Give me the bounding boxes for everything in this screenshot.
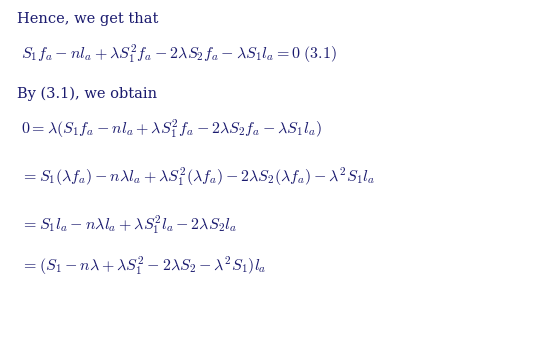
Text: $= S_1(\lambda f_a) - n\lambda l_a + \lambda S_1^2(\lambda f_a) - 2\lambda S_2(\: $= S_1(\lambda f_a) - n\lambda l_a + \la…: [21, 165, 375, 188]
Text: By (3.1), we obtain: By (3.1), we obtain: [17, 87, 157, 101]
Text: Hence, we get that: Hence, we get that: [17, 12, 158, 26]
Text: $S_1 f_a - nl_a + \lambda S_1^2 f_a - 2\lambda S_2 f_a - \lambda S_1 l_a = 0 \;(: $S_1 f_a - nl_a + \lambda S_1^2 f_a - 2\…: [21, 43, 337, 65]
Text: $= (S_1 - n\lambda + \lambda S_1^2 - 2\lambda S_2 - \lambda^2 S_1) l_a$: $= (S_1 - n\lambda + \lambda S_1^2 - 2\l…: [21, 254, 267, 277]
Text: $0 = \lambda(S_1 f_a - nl_a + \lambda S_1^2 f_a - 2\lambda S_2 f_a - \lambda S_1: $0 = \lambda(S_1 f_a - nl_a + \lambda S_…: [21, 118, 322, 140]
Text: $= S_1 l_a - n\lambda l_a + \lambda S_1^2 l_a - 2\lambda S_2 l_a$: $= S_1 l_a - n\lambda l_a + \lambda S_1^…: [21, 213, 237, 236]
